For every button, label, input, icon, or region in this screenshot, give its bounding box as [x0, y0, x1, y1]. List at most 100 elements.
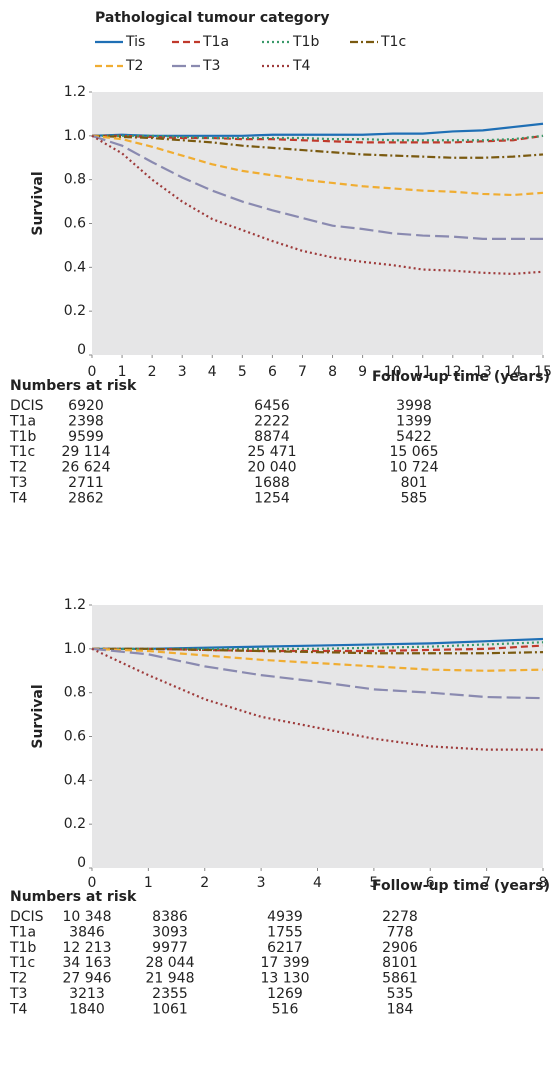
table-cell: 29 114	[62, 444, 111, 460]
row-label: DCIS	[10, 398, 44, 414]
x-tick-label: 3	[257, 875, 266, 891]
table-cell: 801	[401, 475, 428, 491]
survival-line	[91, 647, 543, 751]
y-tick-label: 1.0	[64, 641, 86, 657]
row-label: T2	[9, 971, 27, 987]
survival-line	[91, 134, 543, 240]
row-label: T1b	[9, 429, 36, 445]
table-cell: 5422	[396, 429, 432, 445]
table-cell: 6920	[68, 398, 104, 414]
y-tick-label: 0.2	[64, 303, 86, 319]
survival-line	[92, 134, 544, 144]
table-cell: 2222	[254, 413, 290, 429]
table-cell: 12 213	[63, 940, 112, 956]
y-tick-label: 0.8	[64, 172, 86, 188]
x-tick-label: 4	[208, 364, 217, 380]
row-label: T4	[9, 1001, 28, 1017]
x-tick-label: 10	[384, 364, 402, 380]
table-cell: 6456	[254, 398, 290, 414]
row-label: T4	[9, 490, 28, 506]
table-cell: 184	[387, 1001, 414, 1017]
y-tick-label: 0.4	[64, 772, 86, 788]
table-cell: 2355	[152, 986, 188, 1002]
survival-line	[92, 134, 544, 142]
table-cell: 17 399	[261, 955, 310, 971]
table-cell: 10 348	[63, 909, 112, 925]
x-tick-label: 13	[474, 364, 492, 380]
table-cell: 34 163	[63, 955, 112, 971]
survival-line	[91, 647, 544, 672]
x-tick-label: 5	[238, 364, 247, 380]
table-cell: 585	[401, 490, 428, 506]
x-tick-label: 12	[444, 364, 462, 380]
table-cell: 3998	[396, 398, 432, 414]
y-tick-label: 0	[77, 855, 86, 871]
y-tick-label: 1.2	[64, 84, 86, 100]
legend-label: T1c	[380, 34, 406, 50]
table-cell: 2906	[382, 940, 418, 956]
y-tick-label: 1.0	[64, 128, 86, 144]
x-tick-label: 14	[504, 364, 522, 380]
table-cell: 27 946	[63, 971, 112, 987]
table-title: Numbers at risk	[10, 378, 137, 394]
table-cell: 15 065	[390, 444, 439, 460]
x-tick-label: 3	[178, 364, 187, 380]
row-label: T1b	[9, 940, 36, 956]
table-cell: 5861	[382, 971, 418, 987]
table-cell: 1688	[254, 475, 290, 491]
table-cell: 10 724	[390, 460, 439, 476]
x-tick-label: 8	[539, 875, 548, 891]
x-tick-label: 7	[298, 364, 307, 380]
row-label: T3	[9, 475, 27, 491]
y-axis-label: Survival	[30, 684, 46, 748]
x-tick-label: 1	[118, 364, 127, 380]
survival-line	[91, 647, 544, 700]
x-tick-label: 7	[482, 875, 491, 891]
legend-label: T1b	[292, 34, 319, 50]
row-label: T2	[9, 460, 27, 476]
table-cell: 3093	[152, 924, 188, 940]
table-cell: 1840	[69, 1001, 105, 1017]
row-label: T1a	[9, 413, 36, 429]
x-tick-label: 4	[313, 875, 322, 891]
table-cell: 2278	[382, 909, 418, 925]
table-cell: 1269	[267, 986, 303, 1002]
y-tick-label: 0.6	[64, 216, 86, 232]
x-tick-label: 2	[148, 364, 157, 380]
x-tick-label: 2	[200, 875, 209, 891]
y-tick-label: 0.6	[64, 729, 86, 745]
table-cell: 6217	[267, 940, 303, 956]
table-cell: 13 130	[261, 971, 310, 987]
y-tick-label: 0	[77, 342, 86, 358]
survival-line	[92, 647, 544, 655]
table-cell: 8874	[254, 429, 290, 445]
row-label: T1c	[9, 955, 35, 971]
x-axis-label: Follow-up time (years)	[372, 878, 550, 894]
table-cell: 1254	[254, 490, 290, 506]
x-tick-label: 1	[144, 875, 153, 891]
table-cell: 535	[387, 986, 414, 1002]
table-cell: 3846	[69, 924, 105, 940]
legend-label: Tis	[125, 34, 145, 50]
table-cell: 4939	[267, 909, 303, 925]
x-tick-label: 5	[369, 875, 378, 891]
legend-label: T1a	[202, 34, 229, 50]
table-cell: 9599	[68, 429, 104, 445]
x-tick-label: 11	[414, 364, 432, 380]
table-cell: 8386	[152, 909, 188, 925]
row-label: T1a	[9, 924, 36, 940]
table-cell: 8101	[382, 955, 418, 971]
table-cell: 9977	[152, 940, 188, 956]
table-cell: 1755	[267, 924, 303, 940]
x-tick-label: 0	[88, 364, 97, 380]
table-cell: 28 044	[146, 955, 195, 971]
table-cell: 25 471	[248, 444, 297, 460]
row-label: T3	[9, 986, 27, 1002]
y-tick-label: 0.2	[64, 816, 86, 832]
y-tick-label: 1.2	[64, 597, 86, 613]
table-cell: 2711	[68, 475, 104, 491]
y-tick-label: 0.4	[64, 259, 86, 275]
table-cell: 516	[272, 1001, 299, 1017]
x-tick-label: 8	[328, 364, 337, 380]
